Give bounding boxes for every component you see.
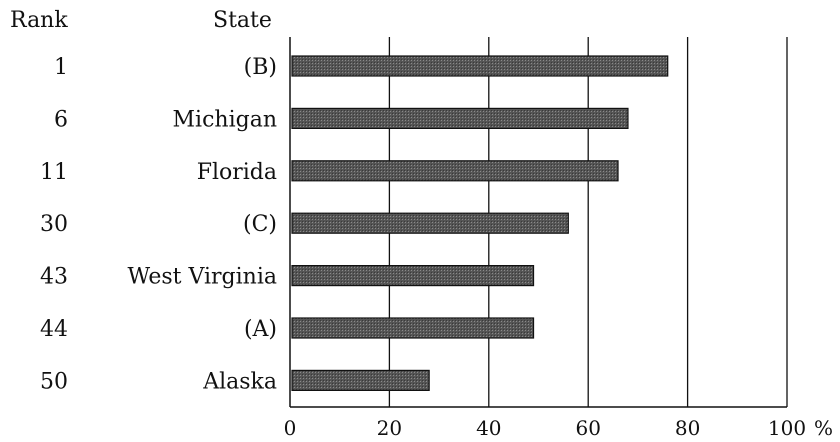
bar <box>291 55 669 77</box>
x-unit-label: % <box>814 416 833 440</box>
bar <box>291 107 629 130</box>
x-tick-label: 80 <box>675 416 700 440</box>
bar <box>291 369 430 391</box>
state-label: (C) <box>243 212 277 237</box>
x-tick-label: 100 <box>768 416 806 440</box>
x-tick-labels: 0 20 40 60 80 100 <box>284 416 806 440</box>
rank-label: 44 <box>40 317 68 342</box>
x-tick-label: 20 <box>377 416 402 440</box>
x-tick-label: 0 <box>284 416 297 440</box>
state-label: Michigan <box>173 107 277 132</box>
bar <box>291 317 535 339</box>
state-label: West Virginia <box>128 265 277 290</box>
bars <box>291 55 669 391</box>
state-header: State <box>213 8 272 33</box>
bar <box>291 212 569 234</box>
rank-label: 50 <box>40 369 68 394</box>
bar <box>291 265 535 287</box>
bar <box>291 160 619 182</box>
state-label: (B) <box>244 55 277 80</box>
rank-label: 30 <box>40 212 68 237</box>
x-tick-label: 40 <box>476 416 501 440</box>
x-tick-label: 60 <box>575 416 600 440</box>
state-label: Florida <box>197 160 277 185</box>
state-label: (A) <box>244 317 277 342</box>
rank-label: 43 <box>40 265 68 290</box>
rank-header: Rank <box>10 8 68 33</box>
state-label: Alaska <box>202 369 277 394</box>
row-labels: 1 (B) 6 Michigan 11 Florida 30 (C) 43 West Virgin… <box>40 55 277 394</box>
rank-label: 11 <box>40 160 68 185</box>
rank-label: 1 <box>54 55 68 80</box>
rank-label: 6 <box>54 107 68 132</box>
